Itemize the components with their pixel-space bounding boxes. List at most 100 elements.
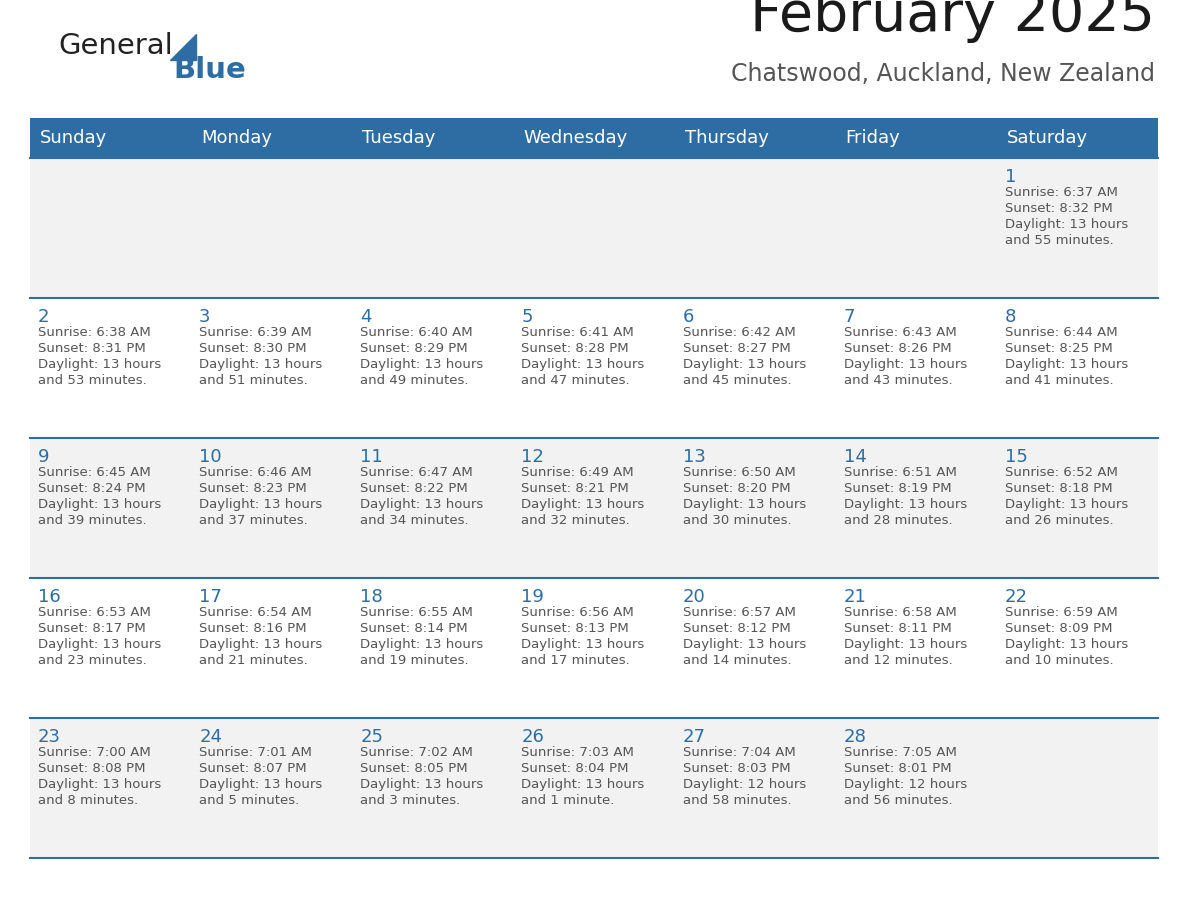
Text: Sunset: 8:03 PM: Sunset: 8:03 PM [683,762,790,775]
Text: 9: 9 [38,448,50,466]
Text: and 56 minutes.: and 56 minutes. [843,794,953,807]
Text: Sunrise: 6:37 AM: Sunrise: 6:37 AM [1005,186,1118,199]
Text: 24: 24 [200,728,222,746]
Text: Saturday: Saturday [1007,129,1088,147]
Text: 17: 17 [200,588,222,606]
Text: Wednesday: Wednesday [524,129,627,147]
Text: and 53 minutes.: and 53 minutes. [38,374,147,387]
Text: 20: 20 [683,588,706,606]
Text: 28: 28 [843,728,866,746]
Text: and 8 minutes.: and 8 minutes. [38,794,138,807]
Text: 25: 25 [360,728,384,746]
Text: 15: 15 [1005,448,1028,466]
Text: Sunrise: 6:46 AM: Sunrise: 6:46 AM [200,466,311,479]
Text: and 5 minutes.: and 5 minutes. [200,794,299,807]
Text: and 34 minutes.: and 34 minutes. [360,514,469,527]
Text: and 1 minute.: and 1 minute. [522,794,615,807]
Text: Sunrise: 6:47 AM: Sunrise: 6:47 AM [360,466,473,479]
Text: Sunset: 8:22 PM: Sunset: 8:22 PM [360,482,468,495]
Text: Sunset: 8:19 PM: Sunset: 8:19 PM [843,482,952,495]
Text: Sunset: 8:13 PM: Sunset: 8:13 PM [522,622,630,635]
Text: Sunrise: 7:00 AM: Sunrise: 7:00 AM [38,746,151,759]
Text: 16: 16 [38,588,61,606]
Text: Sunday: Sunday [40,129,107,147]
Text: and 49 minutes.: and 49 minutes. [360,374,469,387]
Text: Sunrise: 6:49 AM: Sunrise: 6:49 AM [522,466,634,479]
Text: and 37 minutes.: and 37 minutes. [200,514,308,527]
Text: Sunrise: 6:54 AM: Sunrise: 6:54 AM [200,606,312,619]
Text: Sunset: 8:32 PM: Sunset: 8:32 PM [1005,202,1113,215]
Text: Daylight: 13 hours: Daylight: 13 hours [360,498,484,511]
Text: Sunrise: 6:44 AM: Sunrise: 6:44 AM [1005,326,1118,339]
Text: Daylight: 13 hours: Daylight: 13 hours [200,638,322,651]
Text: Daylight: 13 hours: Daylight: 13 hours [200,778,322,791]
Text: 26: 26 [522,728,544,746]
Text: and 51 minutes.: and 51 minutes. [200,374,308,387]
Text: and 45 minutes.: and 45 minutes. [683,374,791,387]
Text: and 30 minutes.: and 30 minutes. [683,514,791,527]
Text: Daylight: 13 hours: Daylight: 13 hours [200,498,322,511]
Text: Sunset: 8:25 PM: Sunset: 8:25 PM [1005,342,1113,355]
Text: Daylight: 13 hours: Daylight: 13 hours [522,358,645,371]
Text: and 21 minutes.: and 21 minutes. [200,654,308,667]
Text: 11: 11 [360,448,383,466]
Text: Daylight: 13 hours: Daylight: 13 hours [683,498,805,511]
Text: Sunrise: 6:55 AM: Sunrise: 6:55 AM [360,606,473,619]
Text: Sunset: 8:29 PM: Sunset: 8:29 PM [360,342,468,355]
Text: Sunset: 8:28 PM: Sunset: 8:28 PM [522,342,630,355]
Text: Sunset: 8:01 PM: Sunset: 8:01 PM [843,762,952,775]
Text: Daylight: 13 hours: Daylight: 13 hours [360,778,484,791]
Text: Daylight: 12 hours: Daylight: 12 hours [843,778,967,791]
Text: Sunrise: 6:41 AM: Sunrise: 6:41 AM [522,326,634,339]
Text: Sunset: 8:05 PM: Sunset: 8:05 PM [360,762,468,775]
Text: Sunset: 8:18 PM: Sunset: 8:18 PM [1005,482,1112,495]
Text: Sunset: 8:04 PM: Sunset: 8:04 PM [522,762,628,775]
Text: Daylight: 13 hours: Daylight: 13 hours [38,358,162,371]
Text: 7: 7 [843,308,855,326]
Text: Daylight: 13 hours: Daylight: 13 hours [1005,638,1129,651]
Polygon shape [170,34,196,60]
Text: Sunset: 8:26 PM: Sunset: 8:26 PM [843,342,952,355]
Text: Sunset: 8:08 PM: Sunset: 8:08 PM [38,762,145,775]
Text: and 23 minutes.: and 23 minutes. [38,654,147,667]
Text: Daylight: 12 hours: Daylight: 12 hours [683,778,805,791]
Text: Thursday: Thursday [684,129,769,147]
Text: Sunrise: 6:42 AM: Sunrise: 6:42 AM [683,326,795,339]
Text: Sunset: 8:27 PM: Sunset: 8:27 PM [683,342,790,355]
Text: Sunrise: 6:43 AM: Sunrise: 6:43 AM [843,326,956,339]
Text: Sunset: 8:23 PM: Sunset: 8:23 PM [200,482,307,495]
Text: Daylight: 13 hours: Daylight: 13 hours [843,638,967,651]
Text: Sunrise: 6:53 AM: Sunrise: 6:53 AM [38,606,151,619]
Text: and 19 minutes.: and 19 minutes. [360,654,469,667]
Text: Daylight: 13 hours: Daylight: 13 hours [843,498,967,511]
Text: Sunrise: 6:59 AM: Sunrise: 6:59 AM [1005,606,1118,619]
Text: Daylight: 13 hours: Daylight: 13 hours [1005,498,1129,511]
Text: Sunset: 8:07 PM: Sunset: 8:07 PM [200,762,307,775]
Text: Sunrise: 6:38 AM: Sunrise: 6:38 AM [38,326,151,339]
Text: Sunrise: 6:40 AM: Sunrise: 6:40 AM [360,326,473,339]
Text: and 58 minutes.: and 58 minutes. [683,794,791,807]
Text: Sunrise: 7:02 AM: Sunrise: 7:02 AM [360,746,473,759]
Text: Daylight: 13 hours: Daylight: 13 hours [522,778,645,791]
Text: Daylight: 13 hours: Daylight: 13 hours [1005,358,1129,371]
Text: Sunrise: 7:05 AM: Sunrise: 7:05 AM [843,746,956,759]
Text: and 39 minutes.: and 39 minutes. [38,514,146,527]
Text: Sunset: 8:12 PM: Sunset: 8:12 PM [683,622,790,635]
Text: Friday: Friday [846,129,901,147]
Text: and 12 minutes.: and 12 minutes. [843,654,953,667]
Text: and 14 minutes.: and 14 minutes. [683,654,791,667]
Text: and 32 minutes.: and 32 minutes. [522,514,630,527]
Text: 21: 21 [843,588,866,606]
Text: 19: 19 [522,588,544,606]
Text: 2: 2 [38,308,50,326]
Text: Sunrise: 6:39 AM: Sunrise: 6:39 AM [200,326,312,339]
Text: Daylight: 13 hours: Daylight: 13 hours [522,638,645,651]
Text: and 41 minutes.: and 41 minutes. [1005,374,1113,387]
Text: Sunset: 8:11 PM: Sunset: 8:11 PM [843,622,952,635]
Text: 5: 5 [522,308,533,326]
Text: 18: 18 [360,588,383,606]
Text: 12: 12 [522,448,544,466]
Text: 4: 4 [360,308,372,326]
Text: Sunrise: 6:52 AM: Sunrise: 6:52 AM [1005,466,1118,479]
Text: General: General [58,32,172,60]
